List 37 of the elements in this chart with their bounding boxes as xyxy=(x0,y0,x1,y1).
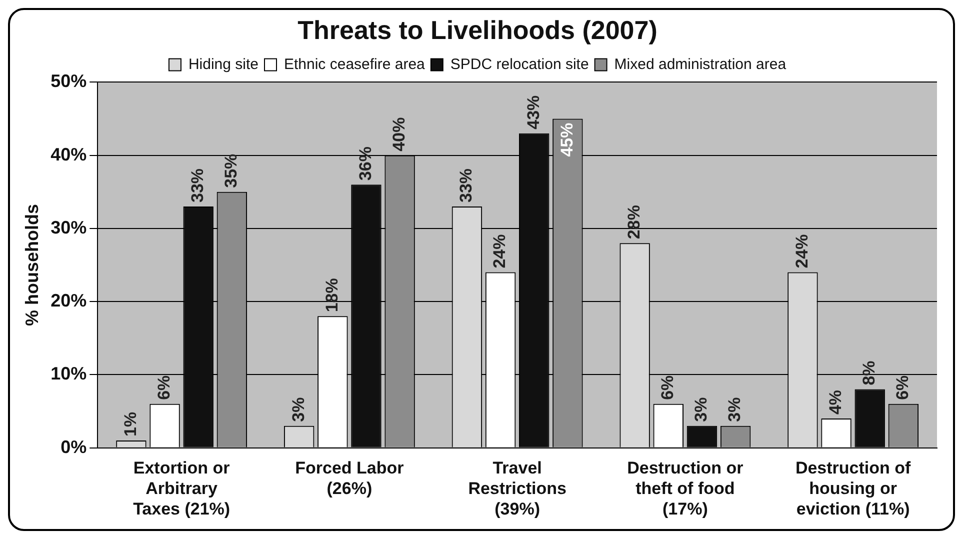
y-axis-title: % households xyxy=(22,204,42,326)
data-label: 33% xyxy=(188,168,208,203)
legend-label: Mixed administration area xyxy=(614,56,787,73)
data-label: 40% xyxy=(389,117,408,152)
x-tick-label: Extortion or Arbitrary Taxes (21%) xyxy=(133,458,230,518)
data-label: 33% xyxy=(456,168,476,203)
data-label: 3% xyxy=(692,397,711,422)
data-label: 24% xyxy=(792,234,812,268)
legend-label: Ethnic ceasefire area xyxy=(284,56,426,73)
data-label: 6% xyxy=(154,375,174,400)
y-tick-label: 50% xyxy=(50,71,87,92)
data-label: 8% xyxy=(860,360,879,386)
y-tick-label: 10% xyxy=(50,364,87,384)
data-label: 24% xyxy=(490,234,510,268)
x-tick-label: Travel Restrictions (39%) xyxy=(468,458,566,518)
x-tick-label: Destruction or theft of food (17%) xyxy=(627,458,744,518)
data-label: 43% xyxy=(524,95,543,130)
data-label: 18% xyxy=(322,278,342,312)
data-label: 3% xyxy=(725,397,744,422)
data-label: 3% xyxy=(288,397,308,422)
data-label: 6% xyxy=(658,375,678,400)
data-label: 1% xyxy=(120,412,140,436)
y-tick-label: 30% xyxy=(50,217,87,238)
chart-title: Threats to Livelihoods (2007) xyxy=(298,14,658,45)
y-tick-label: 0% xyxy=(60,436,87,457)
y-tick-label: 20% xyxy=(50,290,87,311)
data-label: 35% xyxy=(222,154,241,188)
legend-label: Hiding site xyxy=(188,56,259,73)
data-label: 4% xyxy=(826,390,845,415)
x-tick-label: Forced Labor (26%) xyxy=(295,458,404,498)
x-tick-label: Destruction of housing or eviction (11%) xyxy=(795,458,912,518)
y-tick-label: 40% xyxy=(50,144,87,164)
data-label: 6% xyxy=(893,375,912,400)
data-label: 28% xyxy=(624,205,644,240)
data-label: 36% xyxy=(356,146,375,181)
legend-label: SPDC relocation site xyxy=(450,56,589,73)
data-label: 45% xyxy=(557,122,576,157)
